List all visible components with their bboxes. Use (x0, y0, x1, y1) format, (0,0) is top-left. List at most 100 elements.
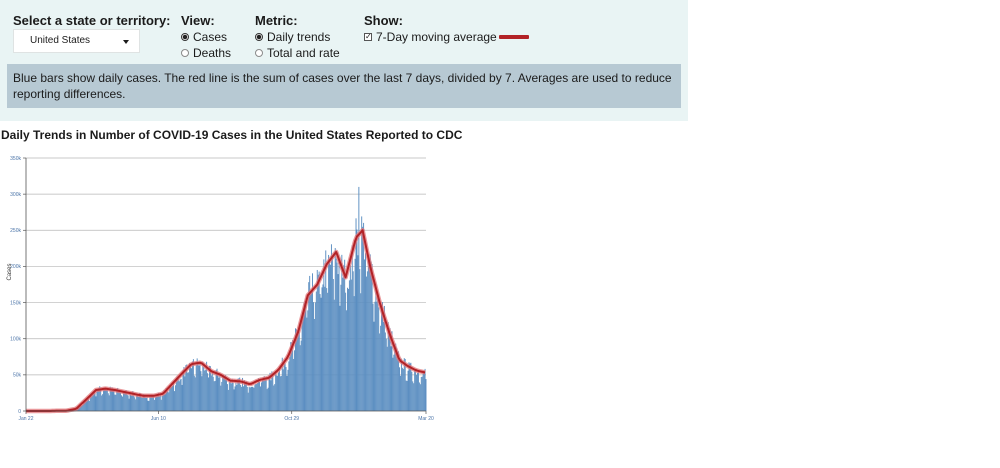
daily-case-bar (109, 386, 111, 411)
daily-case-bar (404, 358, 406, 411)
daily-case-bar (85, 398, 87, 411)
daily-case-bar (267, 387, 269, 411)
daily-case-bar (422, 370, 424, 411)
daily-case-bar (330, 264, 331, 411)
daily-case-bar (203, 366, 205, 411)
daily-case-bar (258, 378, 260, 411)
daily-case-bar (272, 374, 274, 411)
daily-case-bar (391, 331, 393, 411)
view-option-deaths[interactable]: Deaths (181, 46, 231, 60)
daily-case-bar (197, 362, 199, 411)
state-select[interactable]: United States (13, 29, 140, 53)
daily-case-bar (88, 400, 90, 411)
daily-case-bar (160, 399, 162, 411)
daily-case-bar (142, 393, 144, 411)
daily-case-bar (119, 389, 121, 411)
daily-case-bar (179, 379, 181, 411)
daily-case-bar (287, 369, 289, 411)
daily-case-bar (126, 394, 128, 411)
daily-case-bar (227, 389, 229, 411)
daily-case-bar (86, 397, 88, 411)
daily-case-bar (84, 401, 86, 411)
daily-case-bar (323, 259, 325, 411)
daily-case-bar (419, 384, 421, 411)
daily-case-bar (224, 377, 226, 411)
daily-case-bar (382, 321, 384, 411)
metric-option-total[interactable]: Total and rate (255, 46, 340, 60)
daily-case-bar (231, 378, 233, 411)
daily-case-bar (106, 388, 108, 411)
y-tick-label: 350k (10, 156, 21, 162)
daily-case-bar (82, 404, 84, 411)
daily-case-bar (152, 395, 154, 411)
y-tick-label: 200k (10, 264, 21, 270)
daily-case-bar (262, 377, 264, 411)
daily-case-bar (182, 370, 184, 411)
daily-case-bar (150, 397, 152, 411)
state-select-label: Select a state or territory: (13, 13, 171, 28)
radio-unselected-icon[interactable] (181, 48, 189, 57)
daily-case-bar (278, 372, 279, 411)
daily-case-bar (121, 396, 123, 411)
moving-average-toggle[interactable]: ✓ 7-Day moving average (364, 30, 497, 44)
daily-case-bar (232, 382, 234, 411)
daily-case-bar (299, 345, 301, 411)
chart-description: Blue bars show daily cases. The red line… (7, 64, 681, 108)
daily-case-bar (187, 372, 189, 411)
daily-case-bar (103, 390, 105, 411)
daily-case-bar (238, 378, 240, 411)
daily-case-bar (225, 375, 226, 411)
daily-case-bar (293, 358, 295, 411)
daily-case-bar (279, 376, 281, 411)
daily-case-bar (380, 325, 382, 411)
radio-selected-icon[interactable] (181, 32, 189, 41)
daily-case-bar (355, 218, 357, 411)
daily-case-bar (358, 186, 360, 411)
daily-case-bar (394, 349, 396, 411)
checkbox-checked-icon[interactable]: ✓ (364, 31, 372, 41)
daily-case-bar (377, 292, 379, 411)
daily-case-bar (423, 372, 425, 411)
daily-case-bar (416, 374, 418, 411)
daily-case-bar (320, 297, 322, 411)
daily-case-bar (228, 381, 230, 411)
daily-case-bar (236, 384, 238, 411)
radio-unselected-icon[interactable] (255, 48, 263, 57)
daily-case-bar (359, 269, 361, 411)
daily-case-bar (284, 363, 286, 411)
daily-case-bar (305, 298, 307, 411)
daily-case-bar (415, 369, 417, 411)
daily-case-bar (368, 258, 370, 411)
daily-case-bar (296, 330, 298, 411)
daily-case-bar (298, 331, 300, 411)
daily-case-bar (221, 381, 223, 411)
daily-case-bar (381, 304, 383, 411)
daily-case-bar (356, 229, 358, 411)
daily-case-bar (120, 392, 122, 411)
daily-case-bar (210, 375, 212, 411)
daily-case-bar (266, 389, 268, 411)
y-axis-label: Cases (7, 263, 13, 280)
daily-case-bar (139, 393, 141, 411)
daily-case-bar (124, 390, 126, 411)
metric-option-total-label: Total and rate (267, 46, 340, 60)
daily-case-bar (292, 340, 294, 411)
daily-case-bar (108, 395, 110, 411)
daily-case-bar (351, 245, 353, 411)
view-option-cases[interactable]: Cases (181, 30, 227, 44)
daily-case-bar (95, 396, 97, 411)
daily-case-bar (222, 375, 224, 411)
daily-case-bar (280, 376, 282, 411)
daily-case-bar (100, 388, 102, 411)
daily-case-bar (250, 386, 252, 411)
daily-case-bar (378, 307, 380, 411)
daily-case-bar (398, 351, 400, 411)
daily-case-bar (104, 389, 105, 411)
radio-selected-icon[interactable] (255, 32, 263, 41)
daily-case-bar (389, 328, 391, 411)
daily-case-bar (387, 322, 389, 411)
daily-case-bar (260, 382, 262, 411)
daily-case-bar (383, 305, 385, 411)
x-tick-label: Mar 20 (418, 416, 434, 422)
metric-option-daily[interactable]: Daily trends (255, 30, 330, 44)
